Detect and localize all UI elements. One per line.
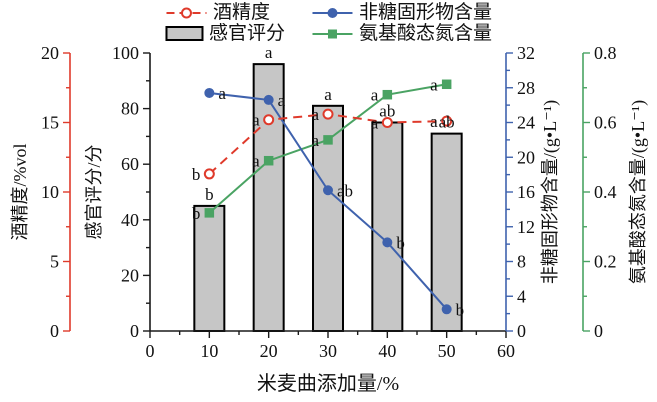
nitrogen-sig-label: a	[252, 152, 260, 171]
filled-circle-marker	[382, 237, 393, 248]
nitrogen-sig-label: a	[311, 131, 319, 150]
open-circle-marker	[263, 114, 275, 126]
solids-tick-label: 8	[517, 252, 526, 272]
open-circle-marker	[441, 115, 453, 127]
bar	[252, 63, 285, 333]
open-circle-marker	[322, 108, 334, 120]
solids-tick-label: 16	[517, 182, 535, 202]
sensory-tick-label: 80	[121, 99, 139, 119]
bar-sig-label: ab	[439, 113, 455, 132]
sensory-tick-label: 20	[121, 265, 139, 285]
sensory-tick-label: 60	[121, 154, 139, 174]
legend-label-solids: 非糖固形物含量	[359, 2, 493, 23]
bar-sig-label: a	[324, 85, 332, 104]
alcohol-axis-title: 酒精度/%vol	[10, 144, 30, 241]
legend: 酒精度 非糖固形物含量 感官评分 氨基酸态氮含量	[164, 2, 492, 44]
solids-tick-label: 4	[517, 286, 526, 306]
sensory-tick-label: 100	[112, 43, 139, 63]
axes-layer: 0 10 20 30 40 50 60051015200204060801000481216…	[41, 43, 617, 361]
x-tick-label: 10	[200, 341, 218, 361]
nitrogen-tick-label: 0	[594, 321, 603, 341]
x-tick-label: 50	[438, 341, 456, 361]
alcohol-tick-label: 15	[41, 113, 59, 133]
solids-sig-label: a	[218, 84, 226, 103]
bar-sig-label: b	[205, 185, 214, 204]
filled-square-marker	[441, 79, 452, 90]
alcohol-sig-label: a	[371, 114, 379, 133]
nitrogen-sig-label: a	[430, 75, 438, 94]
filled-circle-marker	[441, 304, 452, 315]
nitrogen-tick-label: 0.2	[594, 252, 617, 272]
open-circle-marker	[381, 117, 393, 128]
x-axis-title: 米麦曲添加量/%	[257, 372, 399, 395]
x-tick-label: 30	[319, 341, 337, 361]
bar	[371, 121, 404, 332]
alcohol-tick-label: 0	[50, 321, 59, 341]
legend-item-alcohol: 酒精度	[165, 2, 285, 23]
solids-tick-label: 12	[517, 217, 535, 237]
alcohol-tick-label: 10	[41, 182, 59, 202]
legend-item-nitrogen: 氨基酸态氮含量	[311, 23, 492, 44]
solids-axis-title: 非糖固形物含量/(g•L⁻¹)	[540, 100, 561, 284]
nitrogen-axis-title: 氨基酸态氮含量/(g•L⁻¹)	[628, 100, 649, 284]
filled-circle-solid-line-icon	[312, 7, 352, 18]
bar-sig-label: a	[265, 43, 273, 62]
lines-layer	[203, 79, 453, 315]
filled-square-marker	[263, 155, 274, 166]
alcohol-tick-label: 20	[41, 43, 59, 63]
filled-square-marker	[382, 89, 393, 100]
sensory-tick-label: 40	[121, 210, 139, 230]
x-tick-label: 40	[378, 341, 396, 361]
alcohol-sig-label: a	[430, 112, 438, 131]
solids-sig-label: b	[396, 233, 405, 252]
alcohol-tick-label: 5	[50, 252, 59, 272]
solids-tick-label: 24	[517, 113, 535, 133]
filled-circle-marker	[323, 185, 333, 196]
nitrogen-tick-label: 0.6	[594, 113, 617, 133]
sensory-axis-title: 感官评分/分	[84, 144, 104, 239]
solids-sig-label: a	[278, 91, 286, 110]
nitrogen-tick-label: 0.8	[594, 43, 617, 63]
legend-item-sensory: 感官评分	[164, 23, 285, 44]
bars-layer	[193, 63, 463, 333]
alcohol-sig-label: a	[252, 111, 260, 130]
filled-circle-marker	[204, 87, 215, 98]
filled-square-solid-line-icon	[312, 29, 352, 38]
filled-square-marker	[204, 208, 215, 218]
open-circle-marker	[203, 168, 215, 180]
nitrogen-tick-label: 0.4	[594, 182, 617, 202]
bar-sig-label: ab	[379, 102, 395, 121]
solids-sig-label: ab	[337, 181, 353, 200]
filled-circle-marker	[263, 94, 274, 105]
legend-label-alcohol: 酒精度	[212, 2, 270, 23]
solids-tick-label: 20	[517, 147, 535, 167]
solids-tick-label: 0	[517, 321, 526, 341]
x-tick-label: 0	[146, 341, 155, 361]
open-circle-dashed-line-icon	[165, 7, 206, 18]
x-tick-label: 60	[497, 341, 515, 361]
nitrogen-sig-label: a	[371, 86, 379, 105]
alcohol-sig-label: b	[192, 165, 201, 184]
solids-sig-label: b	[456, 300, 465, 319]
x-tick-label: 20	[260, 341, 278, 361]
filled-square-marker	[323, 135, 333, 145]
solids-tick-label: 32	[517, 43, 535, 63]
nitrogen-sig-label: b	[192, 204, 201, 223]
bar	[193, 204, 226, 332]
legend-item-solids: 非糖固形物含量	[311, 2, 492, 23]
legend-label-nitrogen: 氨基酸态氮含量	[359, 23, 493, 44]
gray-bar-patch-icon	[164, 26, 203, 41]
legend-label-sensory: 感官评分	[208, 23, 285, 44]
sensory-tick-label: 0	[130, 321, 139, 341]
solids-tick-label: 28	[517, 78, 535, 98]
alcohol-sig-label: a	[311, 105, 319, 124]
